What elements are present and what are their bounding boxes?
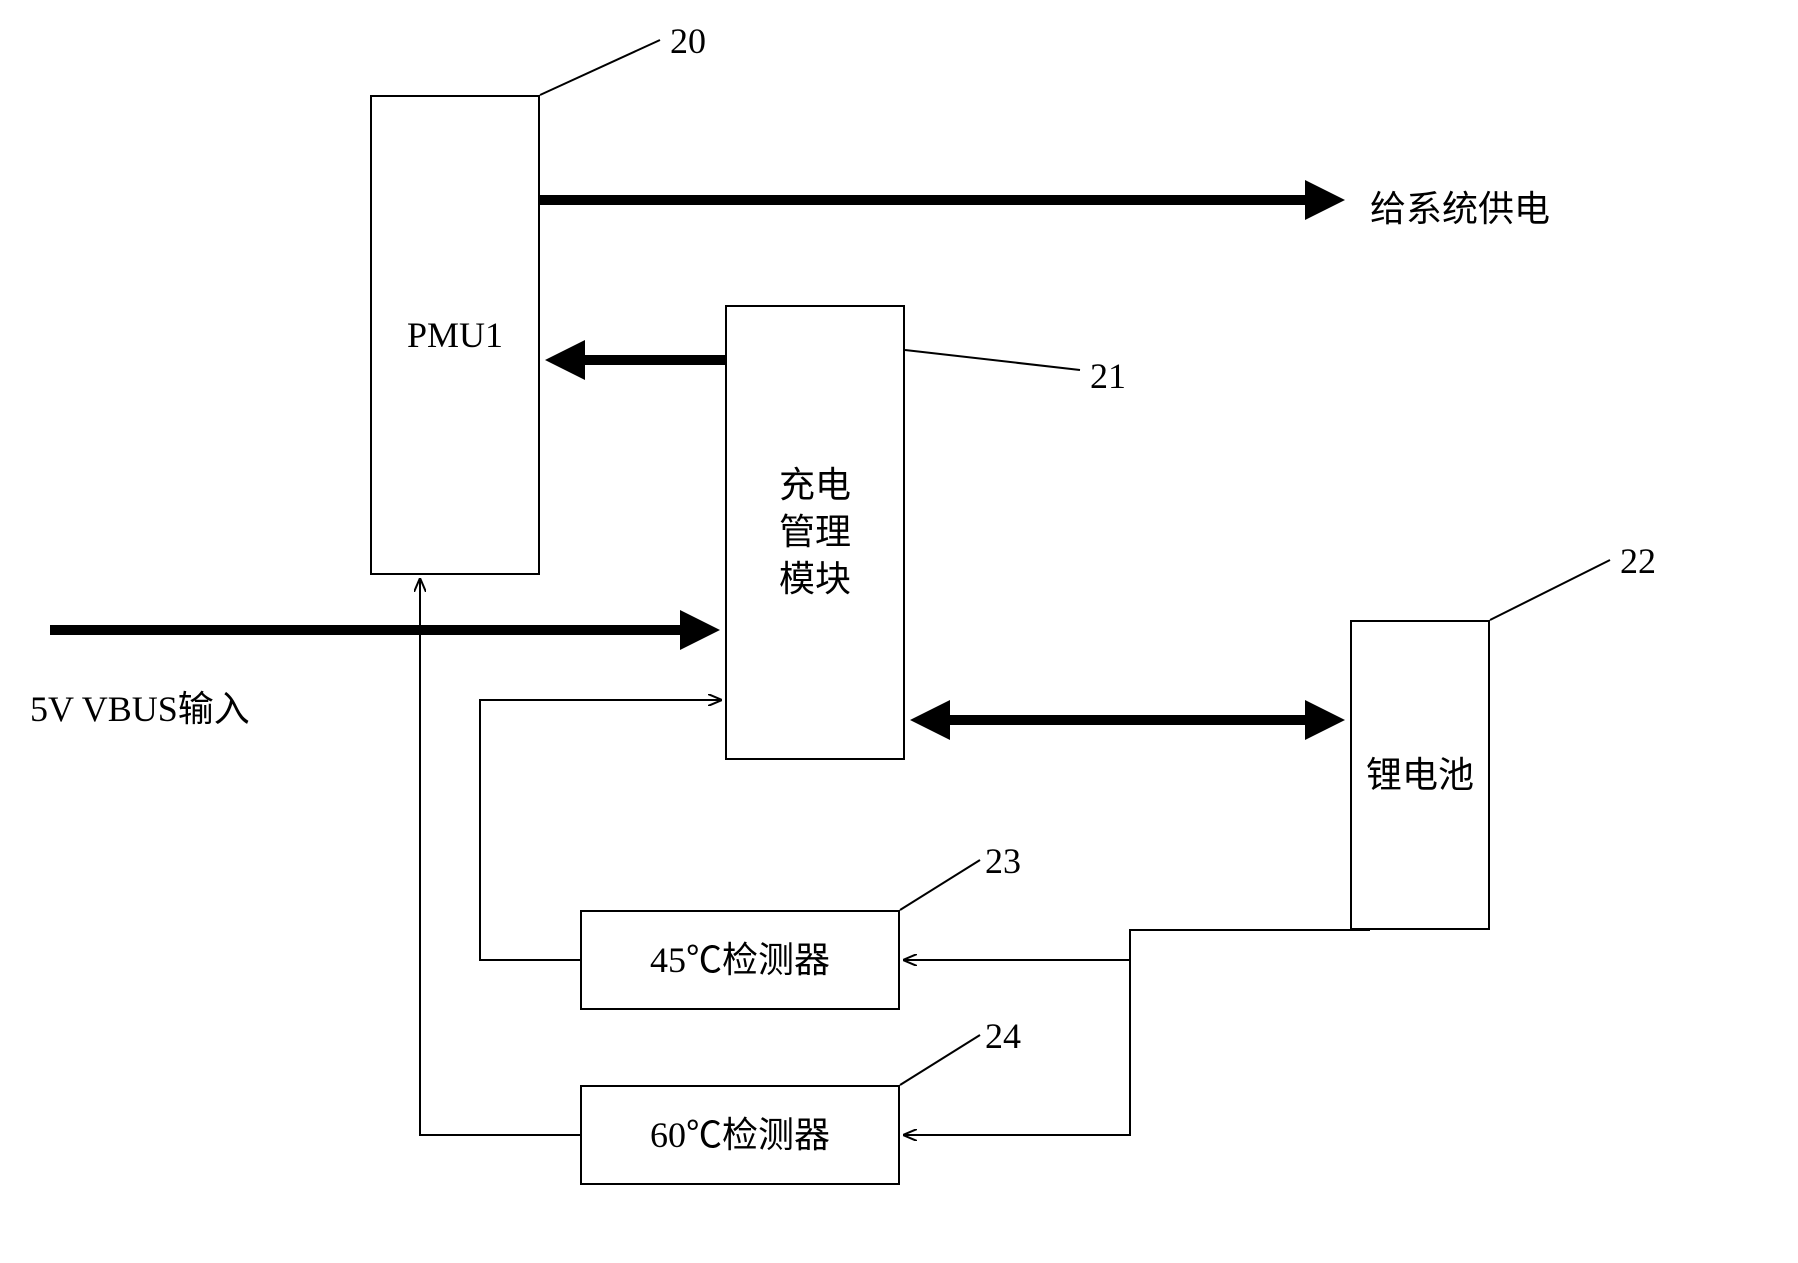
line-det60-to-pmu — [420, 580, 580, 1135]
charge-mgmt-label: 充电 管理 模块 — [779, 462, 851, 602]
ref-21: 21 — [1090, 355, 1126, 397]
battery-label: 锂电池 — [1366, 752, 1474, 799]
ref-20: 20 — [670, 20, 706, 62]
line-battery-to-det60 — [905, 930, 1370, 1135]
ref-22-text: 22 — [1620, 541, 1656, 581]
detector-45-label: 45℃检测器 — [650, 937, 830, 984]
ref-22: 22 — [1620, 540, 1656, 582]
ref-24-text: 24 — [985, 1016, 1021, 1056]
charge-mgmt-box: 充电 管理 模块 — [725, 305, 905, 760]
ref-20-text: 20 — [670, 21, 706, 61]
leader-20 — [540, 40, 660, 95]
system-power-label: 给系统供电 — [1370, 180, 1550, 232]
pmu-label: PMU1 — [407, 312, 503, 359]
pmu-box: PMU1 — [370, 95, 540, 575]
vbus-input-text: 5V VBUS输入 — [30, 689, 250, 729]
leader-24 — [900, 1035, 980, 1085]
line-battery-to-det45 — [905, 930, 1370, 960]
detector-60-box: 60℃检测器 — [580, 1085, 900, 1185]
ref-23: 23 — [985, 840, 1021, 882]
vbus-input-label: 5V VBUS输入 — [30, 680, 250, 732]
leader-21 — [905, 350, 1080, 370]
leader-23 — [900, 860, 980, 910]
system-power-text: 给系统供电 — [1370, 189, 1550, 229]
detector-60-label: 60℃检测器 — [650, 1112, 830, 1159]
leader-22 — [1490, 560, 1610, 620]
ref-24: 24 — [985, 1015, 1021, 1057]
detector-45-box: 45℃检测器 — [580, 910, 900, 1010]
block-diagram: PMU1 充电 管理 模块 锂电池 45℃检测器 60℃检测器 给系统供电 5V… — [0, 0, 1798, 1263]
ref-23-text: 23 — [985, 841, 1021, 881]
ref-21-text: 21 — [1090, 356, 1126, 396]
battery-box: 锂电池 — [1350, 620, 1490, 930]
